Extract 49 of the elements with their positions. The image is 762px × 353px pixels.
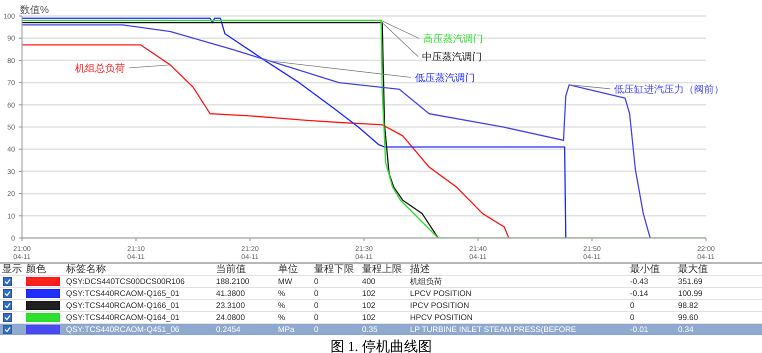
text: 高压蒸汽调门 — [423, 32, 484, 45]
text: 0 — [313, 300, 320, 312]
text: 102 — [361, 288, 376, 300]
text: HPCV POSITION — [409, 312, 474, 324]
text: MW — [277, 276, 294, 288]
series-label: 低压缸进汽压力（阀前） — [614, 83, 724, 96]
text: 0 — [313, 276, 320, 288]
text: 颜色 — [25, 263, 47, 276]
text: 最小值 — [629, 263, 661, 276]
text: % — [277, 312, 286, 324]
text: 23.3100 — [215, 300, 246, 312]
text: QSY:TCS440RCAOM-Q164_01 — [65, 312, 180, 324]
text: 102 — [361, 300, 376, 312]
text: 图 1. 停机曲线图 — [329, 338, 433, 353]
text: 单位 — [277, 263, 299, 276]
text: IPCV POSITION — [409, 300, 470, 312]
text: 41.3800 — [215, 288, 246, 300]
text: 24.0800 — [215, 312, 246, 324]
text: -0.43 — [629, 276, 650, 288]
series-label: 机组总负荷 — [75, 62, 126, 74]
text: 量程下限 — [313, 263, 355, 276]
text: 188.2100 — [215, 276, 250, 288]
text: -0.14 — [629, 288, 650, 300]
text: LPCV POSITION — [409, 288, 472, 300]
text: 0 — [313, 288, 320, 300]
text: 量程上限 — [361, 263, 403, 276]
text: 102 — [361, 312, 376, 324]
text: 当前值 — [215, 263, 247, 276]
text: 低压蒸汽调门 — [414, 72, 475, 84]
text: 机组负荷 — [409, 276, 443, 288]
text: 100.99 — [677, 288, 704, 300]
text: 显示 — [1, 263, 23, 276]
text: % — [277, 288, 286, 300]
text: 描述 — [409, 263, 431, 276]
text: 400 — [361, 276, 376, 288]
text: 0 — [629, 300, 636, 312]
text: QSY:DCS440TCS00DCS00R106 — [65, 276, 186, 288]
text: 0 — [629, 312, 636, 324]
text: QSY:TCS440RCAOM-Q166_01 — [65, 300, 180, 312]
text: QSY:TCS440RCAOM-Q165_01 — [65, 288, 180, 300]
text: 标签名称 — [65, 263, 107, 276]
text: % — [277, 300, 286, 312]
text: 0 — [313, 312, 320, 324]
text: 351.69 — [677, 276, 704, 288]
y-axis-title: 数值% — [20, 4, 49, 17]
text: 98.82 — [677, 300, 700, 312]
text: 99.60 — [677, 312, 700, 324]
text: 最大值 — [677, 263, 709, 276]
text: 中压蒸汽调门 — [422, 51, 482, 64]
